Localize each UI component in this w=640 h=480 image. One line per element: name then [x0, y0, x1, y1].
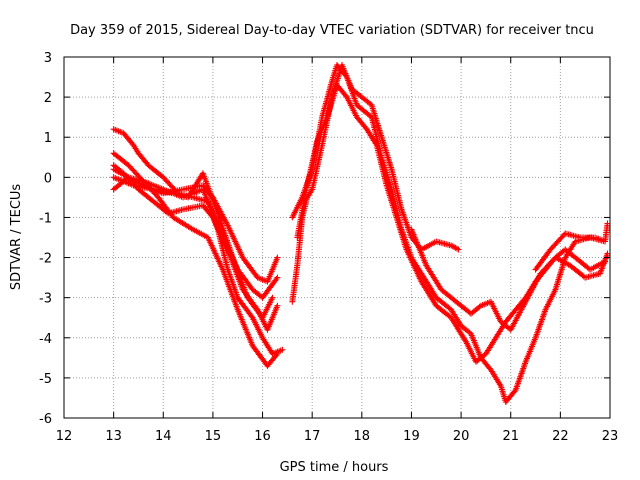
x-tick-label: 15	[205, 429, 222, 444]
plot-frame	[63, 56, 611, 419]
y-tick-label: -4	[39, 332, 52, 347]
y-tick-label: -6	[39, 412, 52, 427]
y-tick-label: 0	[44, 171, 52, 186]
x-tick-label: 14	[155, 429, 172, 444]
y-axis-label: SDTVAR / TECUs	[9, 184, 24, 291]
x-tick-label: 20	[453, 429, 470, 444]
data-markers	[110, 62, 611, 405]
x-tick-label: 22	[552, 429, 569, 444]
x-tick-label: 21	[502, 429, 519, 444]
grid-lines	[64, 57, 610, 418]
x-tick-label: 23	[602, 429, 619, 444]
y-tick-label: -3	[39, 292, 52, 307]
x-axis-label: GPS time / hours	[280, 460, 389, 475]
x-tick-label: 18	[354, 429, 371, 444]
y-tick-label: -1	[39, 211, 52, 226]
x-tick-label: 13	[105, 429, 122, 444]
sdtvar-markers	[110, 62, 611, 405]
y-tick-label: 2	[44, 91, 52, 106]
chart-title: Day 359 of 2015, Sidereal Day-to-day VTE…	[70, 23, 594, 38]
y-tick-label: -2	[39, 252, 52, 267]
x-tick-label: 16	[254, 429, 271, 444]
y-tick-label: 1	[44, 131, 52, 146]
x-tick-label: 19	[403, 429, 420, 444]
x-tick-label: 17	[304, 429, 321, 444]
y-tick-label: -5	[39, 372, 52, 387]
x-tick-label: 12	[56, 429, 73, 444]
y-tick-label: 3	[44, 51, 52, 66]
